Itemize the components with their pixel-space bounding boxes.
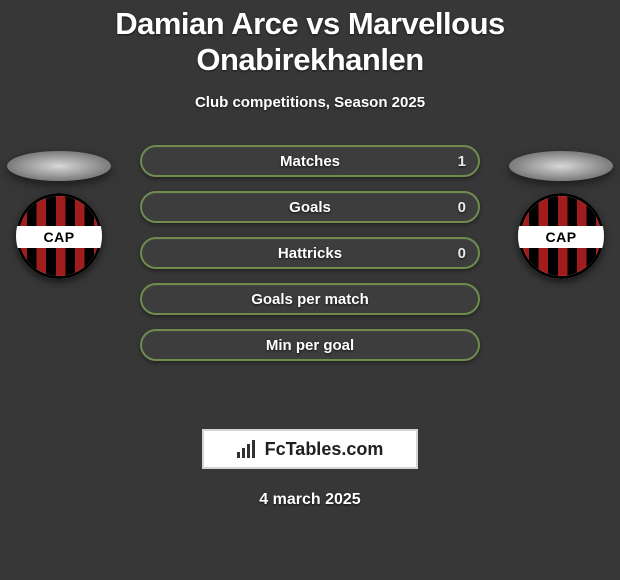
stat-row-goals: Goals 0 [140, 191, 480, 223]
player-left-column: CAP [4, 151, 114, 279]
stat-row-min-per-goal: Min per goal [140, 329, 480, 361]
stat-label: Goals [289, 199, 331, 216]
crest-text: CAP [43, 229, 74, 245]
brand-link[interactable]: FcTables.com [202, 429, 418, 469]
crest-text: CAP [545, 229, 576, 245]
stat-row-hattricks: Hattricks 0 [140, 237, 480, 269]
stat-row-matches: Matches 1 [140, 145, 480, 177]
stat-right-value: 0 [458, 199, 466, 216]
stats-list: Matches 1 Goals 0 Hattricks 0 Goals per … [140, 145, 480, 361]
brand-text: FcTables.com [265, 439, 384, 460]
chart-icon [237, 440, 259, 458]
club-crest-left: CAP [16, 193, 102, 279]
halo-decoration [7, 151, 111, 181]
stat-label: Min per goal [266, 337, 354, 354]
stat-right-value: 0 [458, 245, 466, 262]
stat-row-goals-per-match: Goals per match [140, 283, 480, 315]
stat-label: Goals per match [251, 291, 369, 308]
club-crest-right: CAP [518, 193, 604, 279]
page-title: Damian Arce vs Marvellous Onabirekhanlen [0, 0, 620, 82]
crest-band: CAP [518, 226, 604, 248]
crest-band: CAP [16, 226, 102, 248]
stat-label: Hattricks [278, 245, 342, 262]
subtitle: Club competitions, Season 2025 [0, 94, 620, 111]
player-right-column: CAP [506, 151, 616, 279]
footer-date: 4 march 2025 [0, 491, 620, 509]
comparison-panel: CAP CAP Matches 1 Goals 0 Hattricks 0 [0, 151, 620, 411]
stat-label: Matches [280, 153, 340, 170]
halo-decoration [509, 151, 613, 181]
stat-right-value: 1 [458, 153, 466, 170]
